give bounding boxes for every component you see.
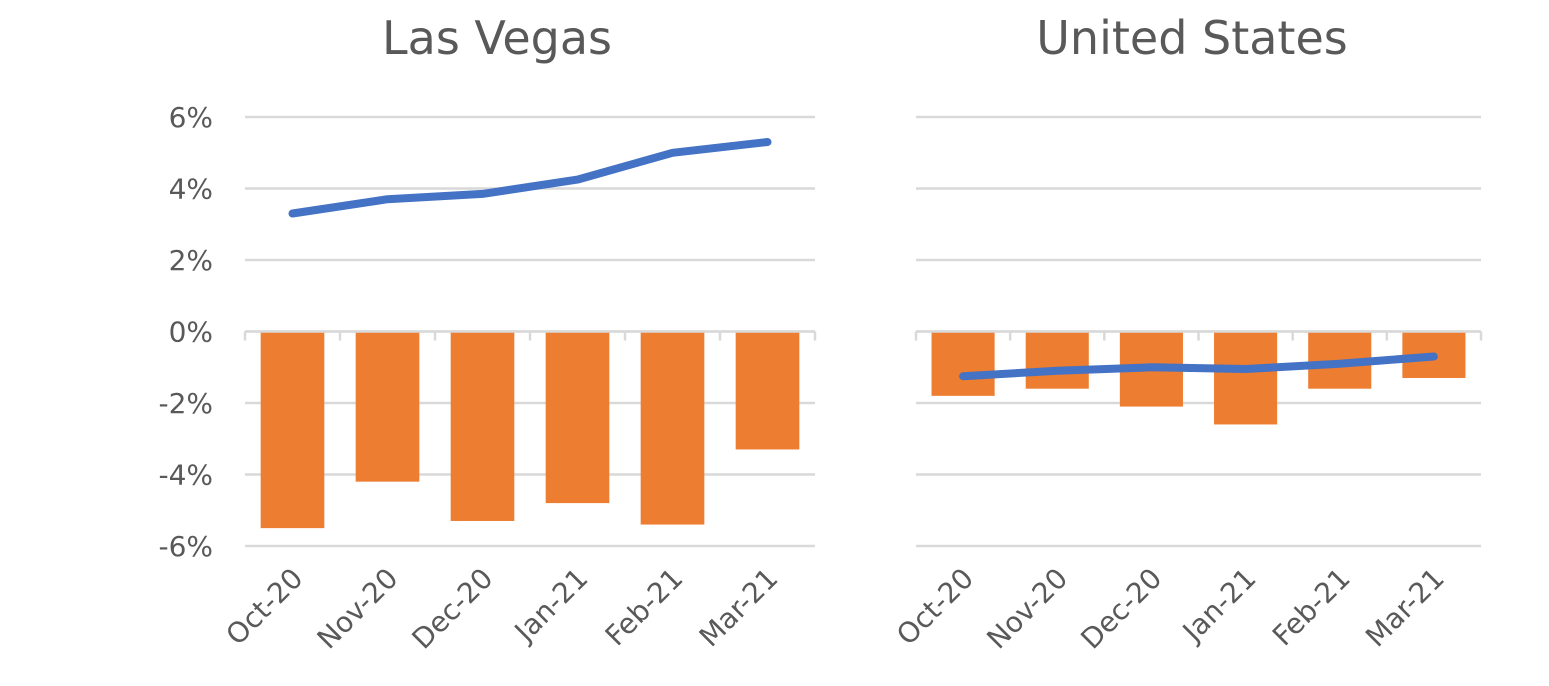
chart-title-united-states: United States xyxy=(1036,11,1348,65)
bar-las-vegas-feb-21 xyxy=(640,331,705,525)
chart-united-states: Oct-20 Nov-20 Dec-20 Jan-21 Feb-21 Mar-21 xyxy=(890,115,1483,656)
chart-las-vegas: 6% 4% 2% 0% -2% -4% -6%Oct-20 Nov-20 Dec-20 Jan-2… xyxy=(158,101,817,656)
x-tick-label: Dec-20 xyxy=(405,562,499,656)
x-tick-label: Feb-21 xyxy=(599,562,690,653)
bar-las-vegas-jan-21 xyxy=(545,331,610,504)
x-tick-label: Oct-20 xyxy=(890,562,980,652)
y-tick-label: 0% xyxy=(169,316,213,349)
line-series-las-vegas xyxy=(288,138,772,218)
x-tick-label: Jan-21 xyxy=(507,562,595,650)
bar-las-vegas-mar-21 xyxy=(735,331,800,450)
x-tick-label: Nov-20 xyxy=(980,562,1074,656)
x-tick-label: Oct-20 xyxy=(220,562,310,652)
bar-las-vegas-nov-20 xyxy=(355,331,420,482)
bar-las-vegas-oct-20 xyxy=(260,331,325,529)
y-tick-label: 2% xyxy=(169,244,213,277)
chart-title-las-vegas: Las Vegas xyxy=(382,11,612,65)
x-tick-label: Dec-20 xyxy=(1074,562,1168,656)
y-tick-label: -6% xyxy=(158,530,213,563)
x-tick-label: Mar-21 xyxy=(1359,562,1451,654)
x-tick-label: Nov-20 xyxy=(311,562,405,656)
bar-las-vegas-dec-20 xyxy=(450,331,515,521)
y-tick-label: -4% xyxy=(158,459,213,492)
bar-united-states-nov-20 xyxy=(1025,331,1089,389)
bar-united-states-jan-21 xyxy=(1214,331,1278,425)
y-tick-label: -2% xyxy=(158,387,213,420)
y-tick-label: 6% xyxy=(169,101,213,134)
x-tick-label: Jan-21 xyxy=(1175,562,1263,650)
x-tick-label: Mar-21 xyxy=(693,562,785,654)
x-tick-label: Feb-21 xyxy=(1266,562,1357,653)
y-tick-label: 4% xyxy=(169,173,213,206)
bar-united-states-oct-20 xyxy=(931,331,995,396)
line-series-united-states xyxy=(959,352,1438,381)
